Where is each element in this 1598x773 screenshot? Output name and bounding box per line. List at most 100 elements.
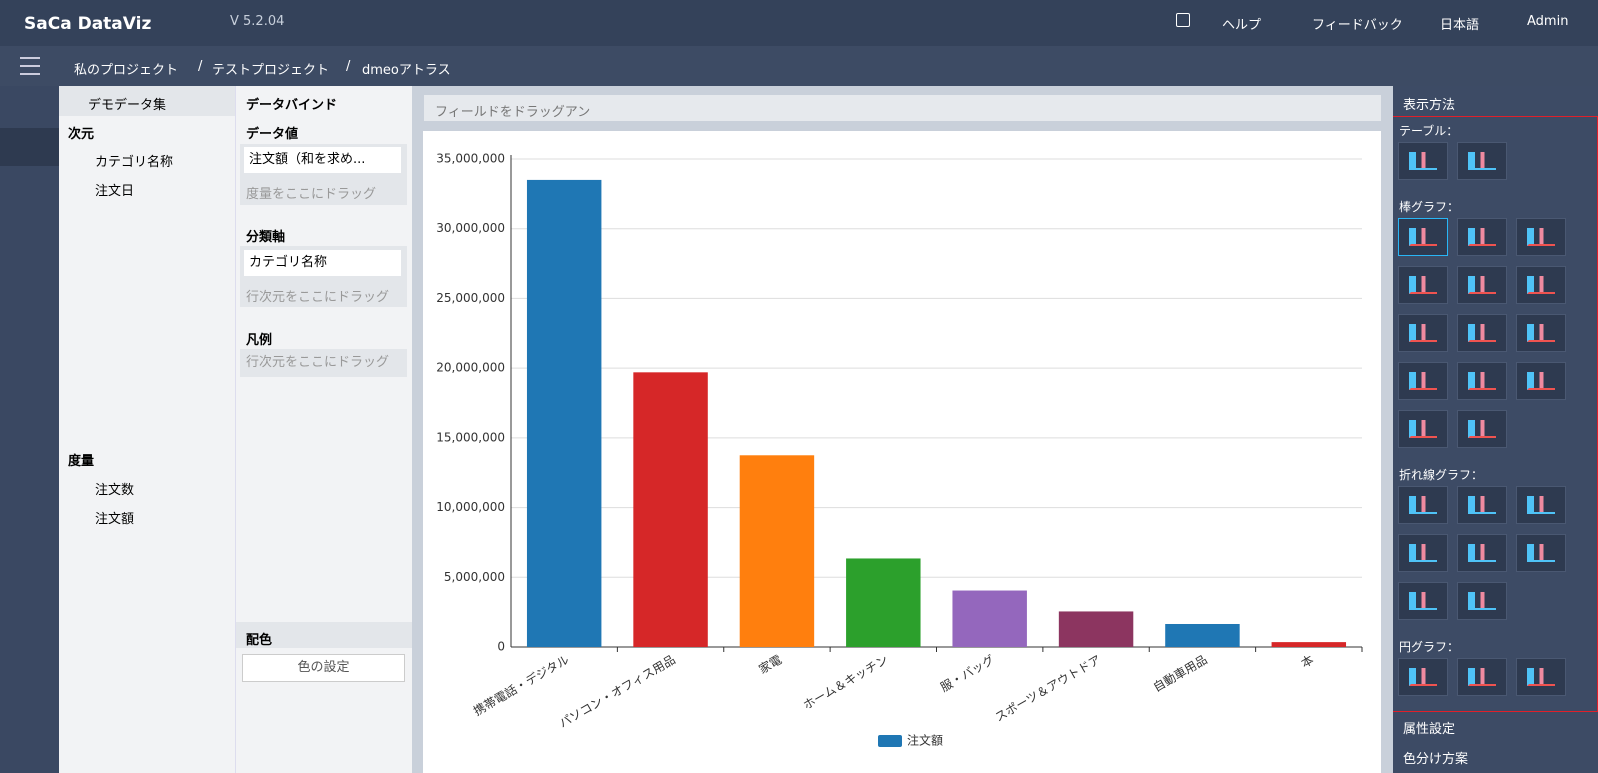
chart-type-button[interactable] xyxy=(1516,362,1566,400)
display-title[interactable]: 表示方法 xyxy=(1403,98,1456,113)
breadcrumb-sep: / xyxy=(346,59,351,74)
breadcrumb-2[interactable]: テストプロジェクト xyxy=(212,63,330,78)
chart-type-icon xyxy=(1468,228,1496,246)
canvas-hint: フィールドをドラッグアン xyxy=(435,105,591,120)
chart-type-icon xyxy=(1409,324,1437,342)
menu-icon[interactable] xyxy=(20,57,40,75)
measure[interactable]: 注文額 xyxy=(95,512,135,527)
x-tick-label: スポーツ＆アウトドア xyxy=(993,653,1104,725)
chart-type-icon xyxy=(1409,668,1437,686)
section-label: 円グラフ： xyxy=(1399,640,1460,654)
bar xyxy=(633,372,708,647)
breadcrumb-1[interactable]: 私のプロジェクト xyxy=(74,63,179,78)
help[interactable]: ヘルプ xyxy=(1222,18,1262,33)
breadcrumb-3: dmeoアトラス xyxy=(362,63,451,78)
color-button[interactable]: 色の設定 xyxy=(242,654,405,682)
axis-label: 分類軸 xyxy=(246,230,286,245)
axis-field[interactable]: カテゴリ名称 xyxy=(244,250,401,276)
chart-type-icon xyxy=(1409,592,1437,610)
chart-type-button[interactable] xyxy=(1516,266,1566,304)
chart-type-icon xyxy=(1468,668,1496,686)
chart-type-button[interactable] xyxy=(1516,218,1566,256)
chart-type-icon xyxy=(1468,324,1496,342)
chart-type-icon xyxy=(1468,544,1496,562)
x-tick-label: 服・バッグ xyxy=(938,653,997,695)
chart-type-button[interactable] xyxy=(1516,314,1566,352)
section-label: テーブル： xyxy=(1399,124,1459,138)
y-tick-label: 25,000,000 xyxy=(436,291,505,305)
bar xyxy=(1271,642,1347,647)
canvas-hint-bar xyxy=(424,95,1381,121)
chart-type-button[interactable] xyxy=(1457,658,1507,696)
y-tick-label: 35,000,000 xyxy=(436,152,505,166)
measures-label: 度量 xyxy=(68,454,95,469)
bar xyxy=(739,455,815,647)
language[interactable]: 日本語 xyxy=(1440,18,1480,33)
section-label: 折れ線グラフ： xyxy=(1399,468,1484,482)
chart-type-button[interactable] xyxy=(1457,534,1507,572)
chart-type-button[interactable] xyxy=(1457,486,1507,524)
attributes[interactable]: 属性設定 xyxy=(1403,722,1456,737)
chart-type-button[interactable] xyxy=(1516,534,1566,572)
chart-type-icon xyxy=(1527,668,1555,686)
user[interactable]: Admin xyxy=(1527,14,1569,29)
chart-type-button[interactable] xyxy=(1398,582,1448,620)
chart-type-button[interactable] xyxy=(1457,218,1507,256)
chart-type-icon xyxy=(1409,228,1437,246)
chart-type-button[interactable] xyxy=(1516,486,1566,524)
y-tick-label: 20,000,000 xyxy=(436,361,505,375)
chart-type-button[interactable] xyxy=(1457,410,1507,448)
chart-type-button[interactable] xyxy=(1398,218,1448,256)
value-field[interactable]: 注文額（和を求め... xyxy=(244,147,401,173)
chart-type-button[interactable] xyxy=(1516,658,1566,696)
chart-type-button[interactable] xyxy=(1398,410,1448,448)
chart-type-button[interactable] xyxy=(1457,142,1507,180)
chart-type-button[interactable] xyxy=(1398,266,1448,304)
chart-type-button[interactable] xyxy=(1398,486,1448,524)
top-bar xyxy=(0,0,1598,46)
chart-type-icon xyxy=(1409,152,1437,170)
chart-type-button[interactable] xyxy=(1398,314,1448,352)
legend-hint[interactable]: 行次元をここにドラッグ xyxy=(240,349,407,377)
chart-type-button[interactable] xyxy=(1398,658,1448,696)
y-tick-label: 15,000,000 xyxy=(436,430,505,444)
section-label: 棒グラフ： xyxy=(1399,200,1460,214)
display-panel: 表示方法 属性設定 色分け方案 テーブル： 棒グラフ： 折れ線グラフ： 円グラフ： xyxy=(1393,86,1598,773)
value-hint: 度量をここにドラッグ xyxy=(246,187,377,202)
color-header xyxy=(236,622,412,648)
version: V 5.2.04 xyxy=(230,14,285,29)
chart-type-button[interactable] xyxy=(1457,582,1507,620)
chart-type-icon xyxy=(1409,420,1437,438)
dataset-title: デモデータ集 xyxy=(88,98,167,113)
legend-swatch xyxy=(878,735,902,747)
value-label: データ値 xyxy=(246,127,299,142)
dimension[interactable]: 注文日 xyxy=(95,184,135,199)
chart-type-icon xyxy=(1527,228,1555,246)
bar xyxy=(846,558,921,647)
chart-type-button[interactable] xyxy=(1398,362,1448,400)
chart-type-icon xyxy=(1468,592,1496,610)
chart-type-button[interactable] xyxy=(1398,142,1448,180)
color-scheme[interactable]: 色分け方案 xyxy=(1403,752,1469,767)
dimension[interactable]: カテゴリ名称 xyxy=(95,155,174,170)
chart-type-icon xyxy=(1527,276,1555,294)
toolbar xyxy=(0,46,1598,86)
axis-hint: 行次元をここにドラッグ xyxy=(246,290,390,305)
icon-sidebar xyxy=(0,86,59,773)
y-tick-label: 5,000,000 xyxy=(444,570,505,584)
logo[interactable]: SaCa DataViz xyxy=(24,14,152,34)
bar xyxy=(952,590,1027,647)
feedback[interactable]: フィードバック xyxy=(1312,18,1403,33)
chart-type-button[interactable] xyxy=(1398,534,1448,572)
chart-type-button[interactable] xyxy=(1457,314,1507,352)
dataset-panel xyxy=(59,86,236,773)
legend-label: 凡例 xyxy=(246,333,273,348)
active-nav[interactable] xyxy=(0,128,59,166)
y-tick-label: 30,000,000 xyxy=(436,221,505,235)
chart-type-button[interactable] xyxy=(1457,362,1507,400)
edit-icon[interactable] xyxy=(1176,13,1190,27)
x-tick-label: ホーム＆キッチン xyxy=(801,653,891,713)
chart-type-button[interactable] xyxy=(1457,266,1507,304)
measure[interactable]: 注文数 xyxy=(95,483,135,498)
color-label: 配色 xyxy=(246,633,273,648)
